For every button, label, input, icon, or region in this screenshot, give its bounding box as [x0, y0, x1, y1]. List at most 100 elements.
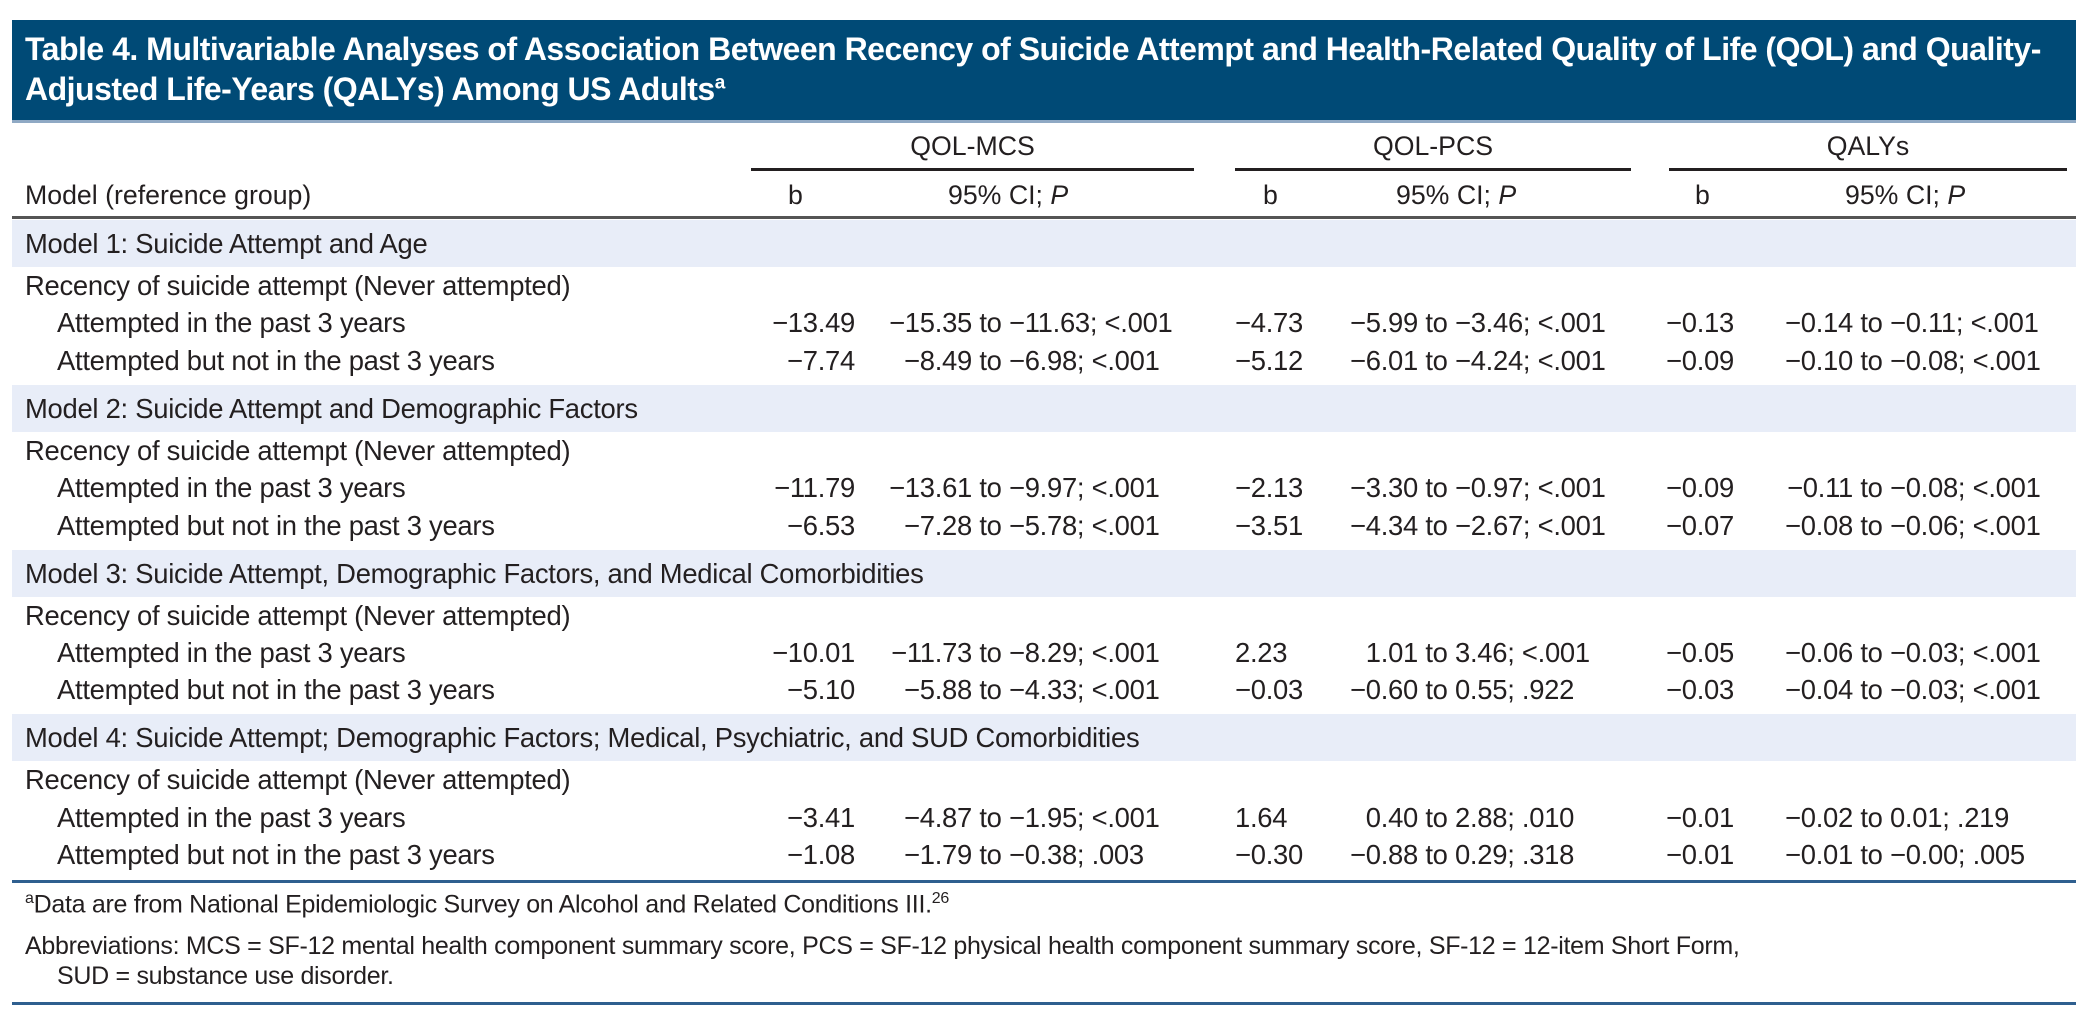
row-header-label: Model (reference group)	[25, 180, 312, 210]
pcs-b-value: 1.64	[1235, 801, 1288, 833]
model-label: Model 2: Suicide Attempt and Demographic…	[25, 392, 638, 424]
qaly-ci-value: −0.02 to 0.01; .219	[1785, 801, 2010, 833]
pcs-b-value: −0.30	[1235, 839, 1303, 871]
group-header-mcs: QOL-MCS	[910, 131, 1035, 161]
mcs-ci-value: −11.73 to −8.29; <.001	[891, 636, 1160, 668]
mcs-ci-value: −1.79 to −0.38; .003	[904, 839, 1144, 871]
mcs-b-value: −5.10	[787, 674, 855, 706]
table-row: Attempted in the past 3 years −3.41 −4.87 …	[12, 799, 2076, 836]
pcs-ci-value: −5.99 to −3.46; <.001	[1350, 307, 1606, 339]
model-block: Model 2: Suicide Attempt and Demographic…	[12, 384, 2076, 544]
reference-row: Recency of suicide attempt (Never attemp…	[12, 432, 2076, 469]
abbreviations-line-2: SUD = substance use disorder.	[57, 962, 394, 990]
pcs-ci-header: 95% CI; P	[1396, 180, 1516, 211]
qaly-b-header: b	[1695, 180, 1710, 210]
reference-label: Recency of suicide attempt (Never attemp…	[25, 434, 571, 466]
qaly-b-value: −0.03	[1666, 674, 1734, 706]
pcs-b-value: −5.12	[1235, 344, 1303, 376]
table-title-bar: Table 4. Multivariable Analyses of Assoc…	[12, 20, 2076, 123]
qaly-ci-value: −0.10 to −0.08; <.001	[1785, 344, 2041, 376]
mcs-b-value: −7.74	[787, 344, 855, 376]
table-bottom-rule	[12, 880, 2076, 883]
group-underline-qalys	[1669, 168, 2067, 171]
mcs-b-value: −13.49	[772, 307, 855, 339]
row-label: Attempted but not in the past 3 years	[57, 509, 495, 541]
pcs-b-value: −3.51	[1235, 509, 1303, 541]
group-header-pcs: QOL-PCS	[1372, 131, 1494, 161]
qaly-b-value: −0.09	[1666, 472, 1734, 504]
table-row: Attempted in the past 3 years −10.01 −11.7…	[12, 634, 2076, 671]
footnote-a: aData are from National Epidemiologic Su…	[25, 890, 949, 919]
footnote-marker: a	[25, 890, 34, 907]
mcs-ci-value: −13.61 to −9.97; <.001	[889, 472, 1160, 504]
pcs-b-value: −4.73	[1235, 307, 1303, 339]
qaly-ci-value: −0.01 to −0.00; .005	[1785, 839, 2025, 871]
footnote-a-text: Data are from National Epidemiologic Sur…	[33, 890, 932, 919]
qaly-ci-value: −0.06 to −0.03; <.001	[1785, 636, 2041, 668]
pcs-b-value: 2.23	[1235, 636, 1288, 668]
pcs-ci-value: −6.01 to −4.24; <.001	[1350, 344, 1606, 376]
reference-label: Recency of suicide attempt (Never attemp…	[25, 599, 571, 631]
reference-row: Recency of suicide attempt (Never attemp…	[12, 761, 2076, 798]
mcs-b-header: b	[788, 180, 803, 210]
pcs-b-value: −0.03	[1235, 674, 1303, 706]
ci-header-text: 95% CI;	[1845, 180, 1948, 210]
pcs-ci-value: −0.60 to 0.55; .922	[1350, 674, 1575, 706]
model-label: Model 4: Suicide Attempt; Demographic Fa…	[25, 722, 1140, 754]
qaly-ci-value: −0.14 to −0.11; <.001	[1785, 307, 2039, 339]
pcs-ci-value: 1.01 to 3.46; <.001	[1365, 636, 1590, 668]
mcs-b-value: −10.01	[772, 636, 855, 668]
reference-label: Recency of suicide attempt (Never attemp…	[25, 764, 571, 796]
qaly-ci-header: 95% CI; P	[1845, 180, 1965, 211]
mcs-ci-value: −7.28 to −5.78; <.001	[904, 509, 1160, 541]
abbreviations-line-1: Abbreviations: MCS = SF-12 mental health…	[25, 932, 1740, 960]
model-label: Model 3: Suicide Attempt, Demographic Fa…	[25, 557, 924, 589]
table-row: Attempted in the past 3 years −11.79 −13.6…	[12, 469, 2076, 506]
qaly-ci-value: −0.08 to −0.06; <.001	[1785, 509, 2041, 541]
table-row: Attempted but not in the past 3 years −1.…	[12, 836, 2076, 873]
table-row: Attempted but not in the past 3 years −6.…	[12, 507, 2076, 544]
model-block: Model 3: Suicide Attempt, Demographic Fa…	[12, 549, 2076, 709]
qaly-ci-value: −0.11 to −0.08; <.001	[1787, 472, 2041, 504]
group-header-qalys: QALYs	[1826, 131, 1910, 161]
mcs-ci-value: −4.87 to −1.95; <.001	[904, 801, 1160, 833]
row-label: Attempted in the past 3 years	[57, 307, 406, 339]
group-underline-mcs	[751, 168, 1194, 171]
qaly-b-value: −0.13	[1666, 307, 1734, 339]
model-heading: Model 1: Suicide Attempt and Age	[12, 220, 2076, 267]
header-rule	[12, 216, 2076, 219]
row-label: Attempted in the past 3 years	[57, 801, 406, 833]
row-label: Attempted but not in the past 3 years	[57, 839, 495, 871]
pcs-ci-value: −3.30 to −0.97; <.001	[1350, 472, 1606, 504]
footer-bottom-rule	[12, 1002, 2076, 1005]
qaly-b-value: −0.09	[1666, 344, 1734, 376]
model-heading: Model 4: Suicide Attempt; Demographic Fa…	[12, 714, 2076, 762]
p-header-text: P	[1050, 180, 1069, 210]
pcs-b-value: −2.13	[1235, 472, 1303, 504]
group-underline-pcs	[1235, 168, 1631, 171]
row-label: Attempted but not in the past 3 years	[57, 344, 495, 376]
pcs-ci-value: 0.40 to 2.88; .010	[1365, 801, 1575, 833]
reference-row: Recency of suicide attempt (Never attemp…	[12, 267, 2076, 304]
pcs-ci-value: −0.88 to 0.29; .318	[1350, 839, 1575, 871]
table-title: Table 4. Multivariable Analyses of Assoc…	[25, 31, 2041, 107]
row-label: Attempted in the past 3 years	[57, 636, 406, 668]
p-header-text: P	[1498, 180, 1517, 210]
mcs-ci-value: −8.49 to −6.98; <.001	[904, 344, 1160, 376]
ci-header-text: 95% CI;	[948, 180, 1051, 210]
mcs-ci-value: −5.88 to −4.33; <.001	[904, 674, 1160, 706]
model-heading: Model 3: Suicide Attempt, Demographic Fa…	[12, 549, 2076, 597]
qaly-b-value: −0.07	[1666, 509, 1734, 541]
qaly-b-value: −0.01	[1666, 839, 1734, 871]
row-label: Attempted but not in the past 3 years	[57, 674, 495, 706]
mcs-b-value: −6.53	[787, 509, 855, 541]
p-header-text: P	[1947, 180, 1966, 210]
model-block: Model 4: Suicide Attempt; Demographic Fa…	[12, 714, 2076, 873]
mcs-ci-value: −15.35 to −11.63; <.001	[889, 307, 1173, 339]
model-block: Model 1: Suicide Attempt and Age Recency …	[12, 220, 2076, 379]
ci-header-text: 95% CI;	[1396, 180, 1499, 210]
title-footnote-marker: a	[714, 72, 726, 94]
mcs-ci-header: 95% CI; P	[948, 180, 1068, 211]
table-row: Attempted but not in the past 3 years −5.…	[12, 671, 2076, 708]
